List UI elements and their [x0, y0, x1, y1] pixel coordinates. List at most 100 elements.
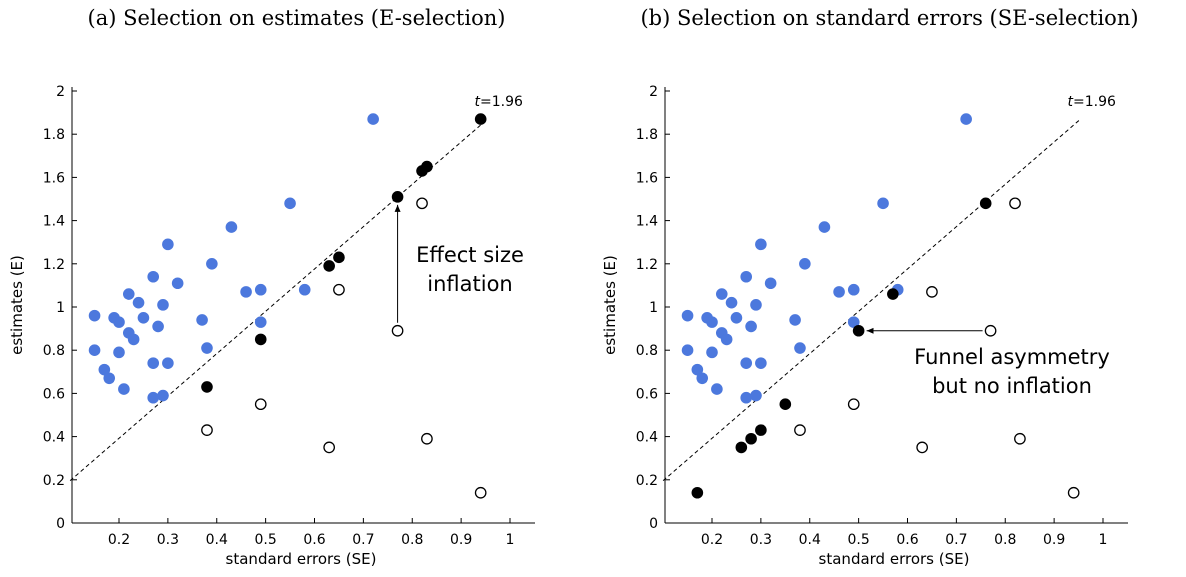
open-point-a: [474, 486, 487, 499]
blue-filled-point-b: [725, 296, 738, 309]
x-tick-label-b: 0.4: [799, 532, 821, 548]
y-tick-label-b: 0: [649, 516, 658, 532]
blue-filled-point-a: [147, 391, 160, 404]
scatter-chart-a: 0.2 0.3 0.4 0.5 0.6 0.7 0.8 0.9 1 0 0.2 0.4 0.6 0.8 1 1…: [8, 84, 535, 568]
blue-filled-point-a: [196, 314, 208, 326]
black-filled-point-a: [333, 251, 345, 264]
blue-filled-point-b: [706, 346, 718, 359]
y-tick-label-a: 1.2: [43, 257, 65, 273]
blue-filled-point-b: [740, 357, 753, 369]
blue-filled-point-b: [720, 333, 733, 346]
open-point-b: [926, 286, 938, 298]
y-tick-label-a: 0.8: [43, 343, 65, 359]
y-tick-label-b: 1: [649, 300, 658, 316]
annotation-text-a: inflation: [427, 272, 512, 296]
blue-filled-point-b: [799, 258, 811, 270]
x-tick-label-a: 0.3: [157, 532, 179, 548]
blue-filled-point-a: [254, 316, 267, 328]
chart-panel-a: (a) Selection on estimates (E-selection)…: [8, 6, 535, 568]
blue-filled-point-a: [284, 197, 296, 210]
blue-filled-point-b: [696, 372, 709, 385]
x-tick-label-b: 0.2: [701, 532, 723, 548]
x-tick-label-a: 0.2: [108, 532, 130, 548]
open-point-b: [794, 424, 806, 436]
blue-filled-point-b: [715, 288, 728, 300]
black-filled-point-b: [779, 398, 792, 411]
blue-filled-point-b: [711, 383, 723, 395]
chart-title-b: (b) Selection on standard errors (SE-sel…: [640, 6, 1139, 30]
black-filled-point-b: [979, 197, 992, 210]
annotation-text-a: Effect size: [416, 243, 524, 267]
chart-panel-b: (b) Selection on standard errors (SE-sel…: [593, 0, 1186, 577]
blue-filled-point-a: [113, 346, 125, 359]
black-filled-point-b: [887, 288, 899, 300]
open-point-b: [1009, 197, 1021, 210]
x-tick-label-b: 0.7: [945, 532, 967, 548]
x-tick-label-b: 0.6: [896, 532, 918, 548]
black-filled-point-a: [391, 191, 404, 203]
y-tick-label-b: 1.4: [636, 214, 658, 230]
blue-filled-point-a: [254, 283, 267, 296]
open-point-a: [416, 197, 428, 210]
x-tick-label-a: 0.4: [206, 532, 228, 548]
black-filled-point-b: [735, 441, 748, 454]
y-tick-label-a: 1: [56, 300, 65, 316]
x-tick-label-b: 0.5: [847, 532, 869, 548]
blue-filled-point-b: [960, 113, 972, 125]
blue-filled-point-a: [240, 286, 252, 298]
black-filled-point-a: [421, 160, 433, 173]
y-tick-label-b: 0.8: [636, 343, 658, 359]
blue-filled-point-b: [789, 314, 801, 326]
blue-filled-point-a: [298, 283, 311, 296]
blue-filled-point-a: [147, 270, 160, 283]
blue-filled-point-b: [745, 320, 757, 333]
blue-filled-point-a: [162, 357, 174, 369]
y-tick-label-a: 0.4: [43, 430, 65, 446]
open-point-b: [916, 441, 929, 454]
blue-filled-point-a: [137, 312, 150, 324]
reference-line-b: [662, 118, 1081, 482]
black-filled-point-b: [755, 424, 767, 436]
blue-filled-point-a: [118, 383, 130, 395]
reference-line-label-a: t=1.96: [475, 94, 523, 110]
open-point-b: [1014, 432, 1026, 445]
x-tick-label-b: 0.9: [1043, 532, 1065, 548]
x-tick-label-b: 0.3: [750, 532, 772, 548]
blue-filled-point-b: [730, 312, 743, 324]
open-point-a: [201, 424, 213, 436]
x-tick-label-a: 0.7: [352, 532, 374, 548]
open-point-b: [1067, 486, 1080, 499]
open-point-b: [847, 398, 860, 411]
x-tick-label-b: 1: [1099, 532, 1108, 548]
blue-filled-point-b: [877, 197, 889, 210]
blue-filled-point-a: [201, 342, 213, 354]
black-filled-point-b: [691, 486, 704, 499]
y-tick-label-a: 0.2: [43, 473, 65, 489]
x-axis-label-b: standard errors (SE): [819, 550, 970, 568]
black-filled-point-b: [852, 324, 865, 337]
blue-filled-point-b: [755, 238, 767, 251]
y-tick-label-b: 2: [649, 84, 658, 100]
x-tick-label-b: 0.8: [994, 532, 1016, 548]
y-tick-label-a: 1.8: [43, 127, 65, 143]
y-tick-label-b: 1.6: [636, 170, 658, 186]
blue-filled-point-a: [132, 296, 145, 309]
x-tick-label-a: 1: [506, 532, 515, 548]
blue-filled-point-a: [88, 344, 101, 357]
x-tick-label-a: 0.6: [303, 532, 325, 548]
y-tick-label-b: 0.2: [636, 473, 658, 489]
blue-filled-point-a: [122, 288, 135, 300]
blue-filled-point-a: [152, 320, 164, 333]
blue-filled-point-b: [750, 389, 762, 402]
blue-filled-point-a: [162, 238, 174, 251]
open-point-b: [984, 324, 997, 337]
y-tick-label-b: 1.8: [636, 127, 658, 143]
blue-filled-point-b: [764, 277, 777, 290]
black-filled-point-a: [474, 113, 487, 125]
y-tick-label-a: 1.6: [43, 170, 65, 186]
y-tick-label-a: 2: [56, 84, 65, 100]
blue-filled-point-b: [755, 357, 767, 369]
blue-filled-point-a: [157, 389, 169, 402]
blue-filled-point-b: [847, 316, 860, 328]
blue-filled-point-b: [818, 221, 831, 233]
